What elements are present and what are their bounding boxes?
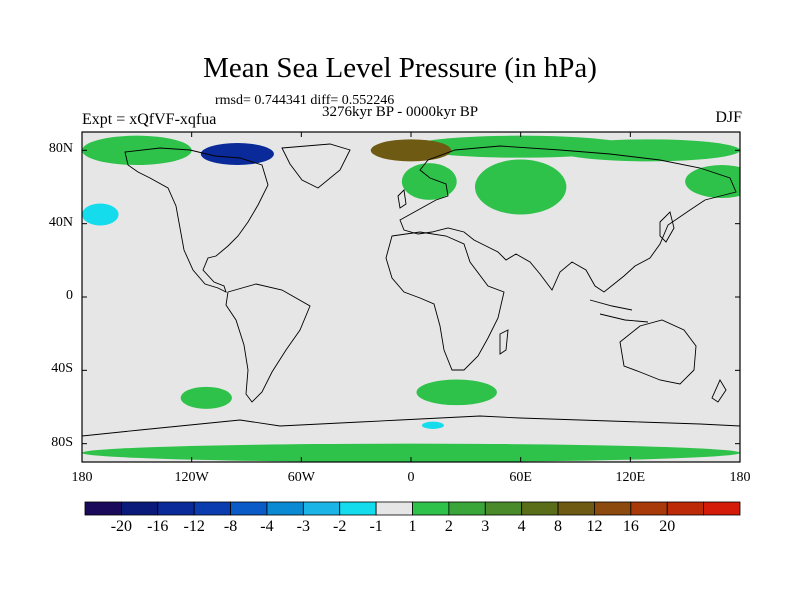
colorbar-swatch xyxy=(375,501,413,516)
region-scandinavia xyxy=(401,163,457,200)
colorbar-swatch xyxy=(266,501,304,516)
lat-label: 80S xyxy=(51,434,73,450)
colorbar-swatch xyxy=(630,501,668,516)
region-central-asia xyxy=(474,159,567,215)
lat-label: 40N xyxy=(48,214,73,230)
lon-label: 180 xyxy=(729,470,751,485)
colorbar-swatch xyxy=(84,501,122,516)
coast-new-zealand xyxy=(711,379,727,403)
region-russia-central xyxy=(370,139,452,162)
coast-north-america xyxy=(124,147,269,293)
lat-label: 80N xyxy=(48,141,73,157)
coast-uk xyxy=(397,189,407,209)
coast-antarctica xyxy=(82,415,740,437)
colorbar-label: -4 xyxy=(260,518,274,535)
colorbar-swatch xyxy=(120,501,159,516)
experiment-label: Expt = xQfVF-xqfua xyxy=(82,111,217,128)
coast-indonesia xyxy=(589,299,649,323)
colorbar-swatch xyxy=(339,501,377,516)
lat-label: 0 xyxy=(66,288,73,303)
colorbar-swatch xyxy=(193,501,231,516)
region-antarctic-ring xyxy=(82,443,740,462)
region-north-pacific-east xyxy=(685,165,740,198)
coast-eurasia xyxy=(399,145,737,293)
season-label: DJF xyxy=(715,109,742,126)
colorbar-label: -2 xyxy=(333,518,347,535)
colorbar-label: 8 xyxy=(554,518,563,535)
region-arctic-east xyxy=(557,139,740,162)
colorbar-label: 4 xyxy=(517,518,526,535)
colorbar-label: -3 xyxy=(296,518,310,535)
colorbar-label: 3 xyxy=(481,518,490,535)
colorbar-swatch xyxy=(484,501,523,516)
rmsd-diff-stats: rmsd= 0.744341 diff= 0.552246 xyxy=(215,93,395,108)
colorbar-label: -8 xyxy=(223,518,238,535)
colorbar-label: -16 xyxy=(147,518,169,535)
colorbar-label: 2 xyxy=(444,518,453,535)
region-north-pacific-low xyxy=(82,203,119,226)
coast-japan xyxy=(659,211,675,243)
lon-label: 60E xyxy=(509,470,532,485)
colorbar-label: -1 xyxy=(369,518,383,535)
map-title: Mean Sea Level Pressure (in hPa) xyxy=(203,52,597,84)
coast-south-america xyxy=(225,283,311,403)
colorbar-swatch xyxy=(557,501,595,516)
lon-label: 60W xyxy=(287,470,315,485)
lon-label: 0 xyxy=(407,470,415,485)
colorbar-swatch xyxy=(666,501,705,516)
colorbar-swatch xyxy=(302,501,341,516)
colorbar-label: 1 xyxy=(408,518,417,535)
colorbar-swatch xyxy=(230,501,268,516)
colorbar-label: -12 xyxy=(183,518,205,535)
colorbar-swatch xyxy=(521,501,559,516)
lon-label: 120E xyxy=(615,470,646,485)
region-south-atlantic xyxy=(416,379,497,406)
colorbar-label: 16 xyxy=(622,518,639,535)
colorbar-swatch xyxy=(448,501,486,516)
lon-label: 180 xyxy=(71,470,93,485)
colorbar xyxy=(84,501,741,516)
colorbar-swatch xyxy=(703,501,741,516)
colorbar-label: 20 xyxy=(659,518,676,535)
coast-madagascar xyxy=(499,329,509,355)
colorbar-swatch xyxy=(412,501,450,516)
coast-greenland xyxy=(281,143,351,189)
time-period: 3276kyr BP - 0000kyr BP xyxy=(322,104,479,120)
region-antarctica-low xyxy=(421,421,444,430)
colorbar-label: -20 xyxy=(110,518,133,535)
region-greenland-low xyxy=(200,143,274,165)
region-south-pacific xyxy=(180,386,232,409)
lon-label: 120W xyxy=(174,470,209,485)
axis-ticks xyxy=(81,132,741,462)
colorbar-swatch xyxy=(594,501,632,516)
colorbar-label: 12 xyxy=(586,518,603,535)
coast-africa xyxy=(385,231,505,371)
lat-label: 40S xyxy=(51,361,73,377)
colorbar-swatch xyxy=(157,501,195,516)
anomaly-field xyxy=(82,135,740,462)
coast-australia xyxy=(619,319,697,385)
coastlines xyxy=(82,143,740,437)
